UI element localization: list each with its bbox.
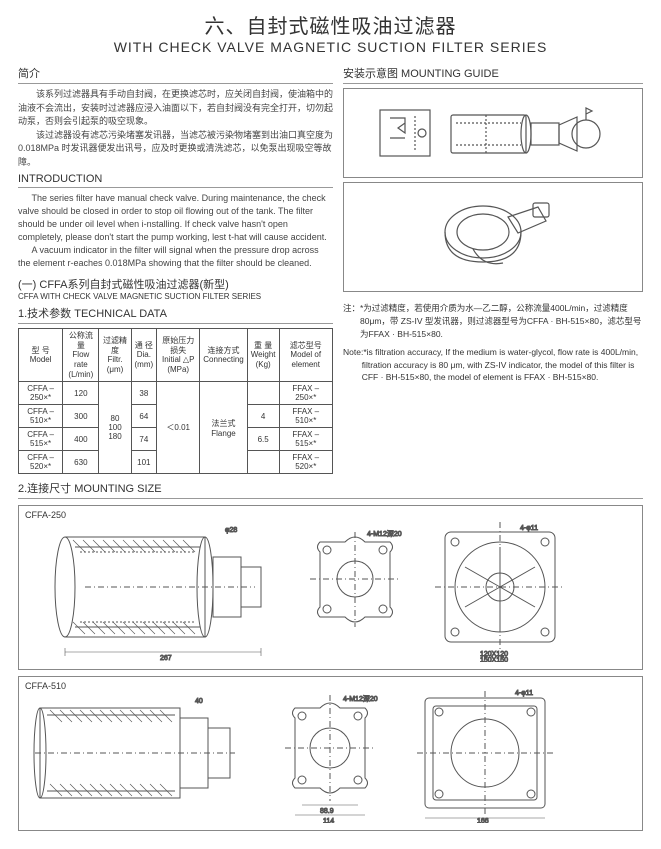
cell: 101 — [131, 451, 157, 474]
cell — [247, 451, 279, 474]
intro-cn-p2: 该过滤器设有滤芯污染堵塞发讯器，当滤芯被污染物堵塞到出油口真空度为 0.018M… — [18, 129, 333, 170]
svg-text:40: 40 — [195, 698, 203, 705]
intro-en-p1: The series filter have manual check valv… — [18, 192, 333, 244]
th-elem: 滤芯型号Model of element — [279, 329, 332, 382]
cell: 630 — [63, 451, 99, 474]
cell: 64 — [131, 405, 157, 428]
cell: CFFA – 515×* — [19, 428, 63, 451]
schematic-symbol-icon — [370, 98, 440, 168]
svg-text:150X150: 150X150 — [480, 657, 508, 662]
cell: 6.5 — [247, 428, 279, 451]
cell: 4 — [247, 405, 279, 428]
svg-text:114: 114 — [323, 818, 334, 823]
title-chinese: 六、自封式磁性吸油过滤器 — [18, 10, 643, 39]
cffa250-end-icon: 120X120 150X150 4-φ11 — [425, 512, 575, 662]
cell: 38 — [131, 382, 157, 405]
intro-cn-p1: 该系列过滤器具有手动自封阀，在更换滤芯时，应关闭自封阀，使油箱中的油液不会流出，… — [18, 88, 333, 129]
note-chinese: 注：*为过滤精度，若使用介质为水—乙二醇，公称流量400L/min，过滤精度80… — [343, 302, 643, 340]
mounting-guide-box-bottom — [343, 182, 643, 292]
cell-conn: 法兰式Flange — [200, 382, 247, 474]
cell: 400 — [63, 428, 99, 451]
cell: FFAX – 520×* — [279, 451, 332, 474]
technical-data-table: 型 号Model 公称流量Flow rate(L/min) 过滤精度Filtr.… — [18, 328, 333, 474]
diagram-cffa-510: CFFA-510 — [18, 676, 643, 831]
th-conn: 连接方式Connecting — [200, 329, 247, 382]
cell: 300 — [63, 405, 99, 428]
cell — [247, 382, 279, 405]
svg-text:88.9: 88.9 — [320, 808, 334, 815]
intro-cn-heading: 简介 — [18, 65, 333, 81]
diagram-label-510: CFFA-510 — [25, 681, 66, 691]
cell: 74 — [131, 428, 157, 451]
svg-text:4-φ11: 4-φ11 — [520, 525, 538, 532]
cell-dp: ＜0.01 — [157, 382, 200, 474]
intro-en-heading: INTRODUCTION — [18, 173, 333, 185]
th-filtr: 过滤精度Filtr.(μm) — [99, 329, 131, 382]
svg-text:φ28: φ28 — [225, 527, 237, 534]
svg-text:4-M12深20: 4-M12深20 — [367, 529, 402, 538]
diagram-label-250: CFFA-250 — [25, 510, 66, 520]
divider — [343, 83, 643, 84]
cell: CFFA – 510×* — [19, 405, 63, 428]
divider — [18, 83, 333, 84]
diagram-cffa-250: CFFA-250 — [18, 505, 643, 670]
filter-assembly-icon — [446, 93, 616, 173]
intro-en-p2: A vacuum indicator in the filter will si… — [18, 244, 333, 270]
cell: 120 — [63, 382, 99, 405]
svg-text:4-φ11: 4-φ11 — [515, 690, 533, 697]
svg-text:267: 267 — [160, 655, 172, 662]
cell: CFFA – 250×* — [19, 382, 63, 405]
cffa250-section-icon: 267 φ28 — [25, 512, 285, 662]
title-english: WITH CHECK VALVE MAGNETIC SUCTION FILTER… — [18, 39, 643, 55]
intro-row: 简介 该系列过滤器具有手动自封阀，在更换滤芯时，应关闭自封阀，使油箱中的油液不会… — [18, 63, 643, 474]
th-model: 型 号Model — [19, 329, 63, 382]
tech-data-heading: 1.技术参数 TECHNICAL DATA — [18, 305, 333, 321]
svg-text:4-M12深20: 4-M12深20 — [343, 694, 378, 703]
cffa510-flange-icon: 88.9 114 4-M12深20 — [265, 683, 395, 823]
th-flow: 公称流量Flow rate(L/min) — [63, 329, 99, 382]
th-dp: 原始压力损失Initial △P(MPa) — [157, 329, 200, 382]
cell-filtr: 80100180 — [99, 382, 131, 474]
mounting-guide-box-top — [343, 88, 643, 178]
section1-cn: (一) CFFA系列自封式磁性吸油过滤器(新型) — [18, 276, 333, 292]
th-dia: 通 径Dia.(mm) — [131, 329, 157, 382]
th-weight: 重 量Weight(Kg) — [247, 329, 279, 382]
divider — [18, 323, 333, 324]
cffa510-section-icon: 40 — [25, 683, 255, 823]
divider — [18, 498, 643, 499]
cell: CFFA – 520×* — [19, 451, 63, 474]
cell: FFAX – 250×* — [279, 382, 332, 405]
divider — [18, 187, 333, 188]
filter-perspective-icon — [423, 187, 563, 287]
svg-text:166: 166 — [477, 818, 489, 823]
cell: FFAX – 515×* — [279, 428, 332, 451]
mounting-size-heading: 2.连接尺寸 MOUNTING SIZE — [18, 480, 643, 496]
cffa250-flange-icon: 4-M12深20 — [295, 512, 415, 662]
note-english: Note:*is filtration accuracy, If the med… — [343, 346, 643, 383]
section1-en: CFFA WITH CHECK VALVE MAGNETIC SUCTION F… — [18, 292, 333, 301]
mounting-guide-heading: 安装示意图 MOUNTING GUIDE — [343, 65, 643, 81]
cffa510-end-icon: 166 4-φ11 — [405, 683, 565, 823]
cell: FFAX – 510×* — [279, 405, 332, 428]
